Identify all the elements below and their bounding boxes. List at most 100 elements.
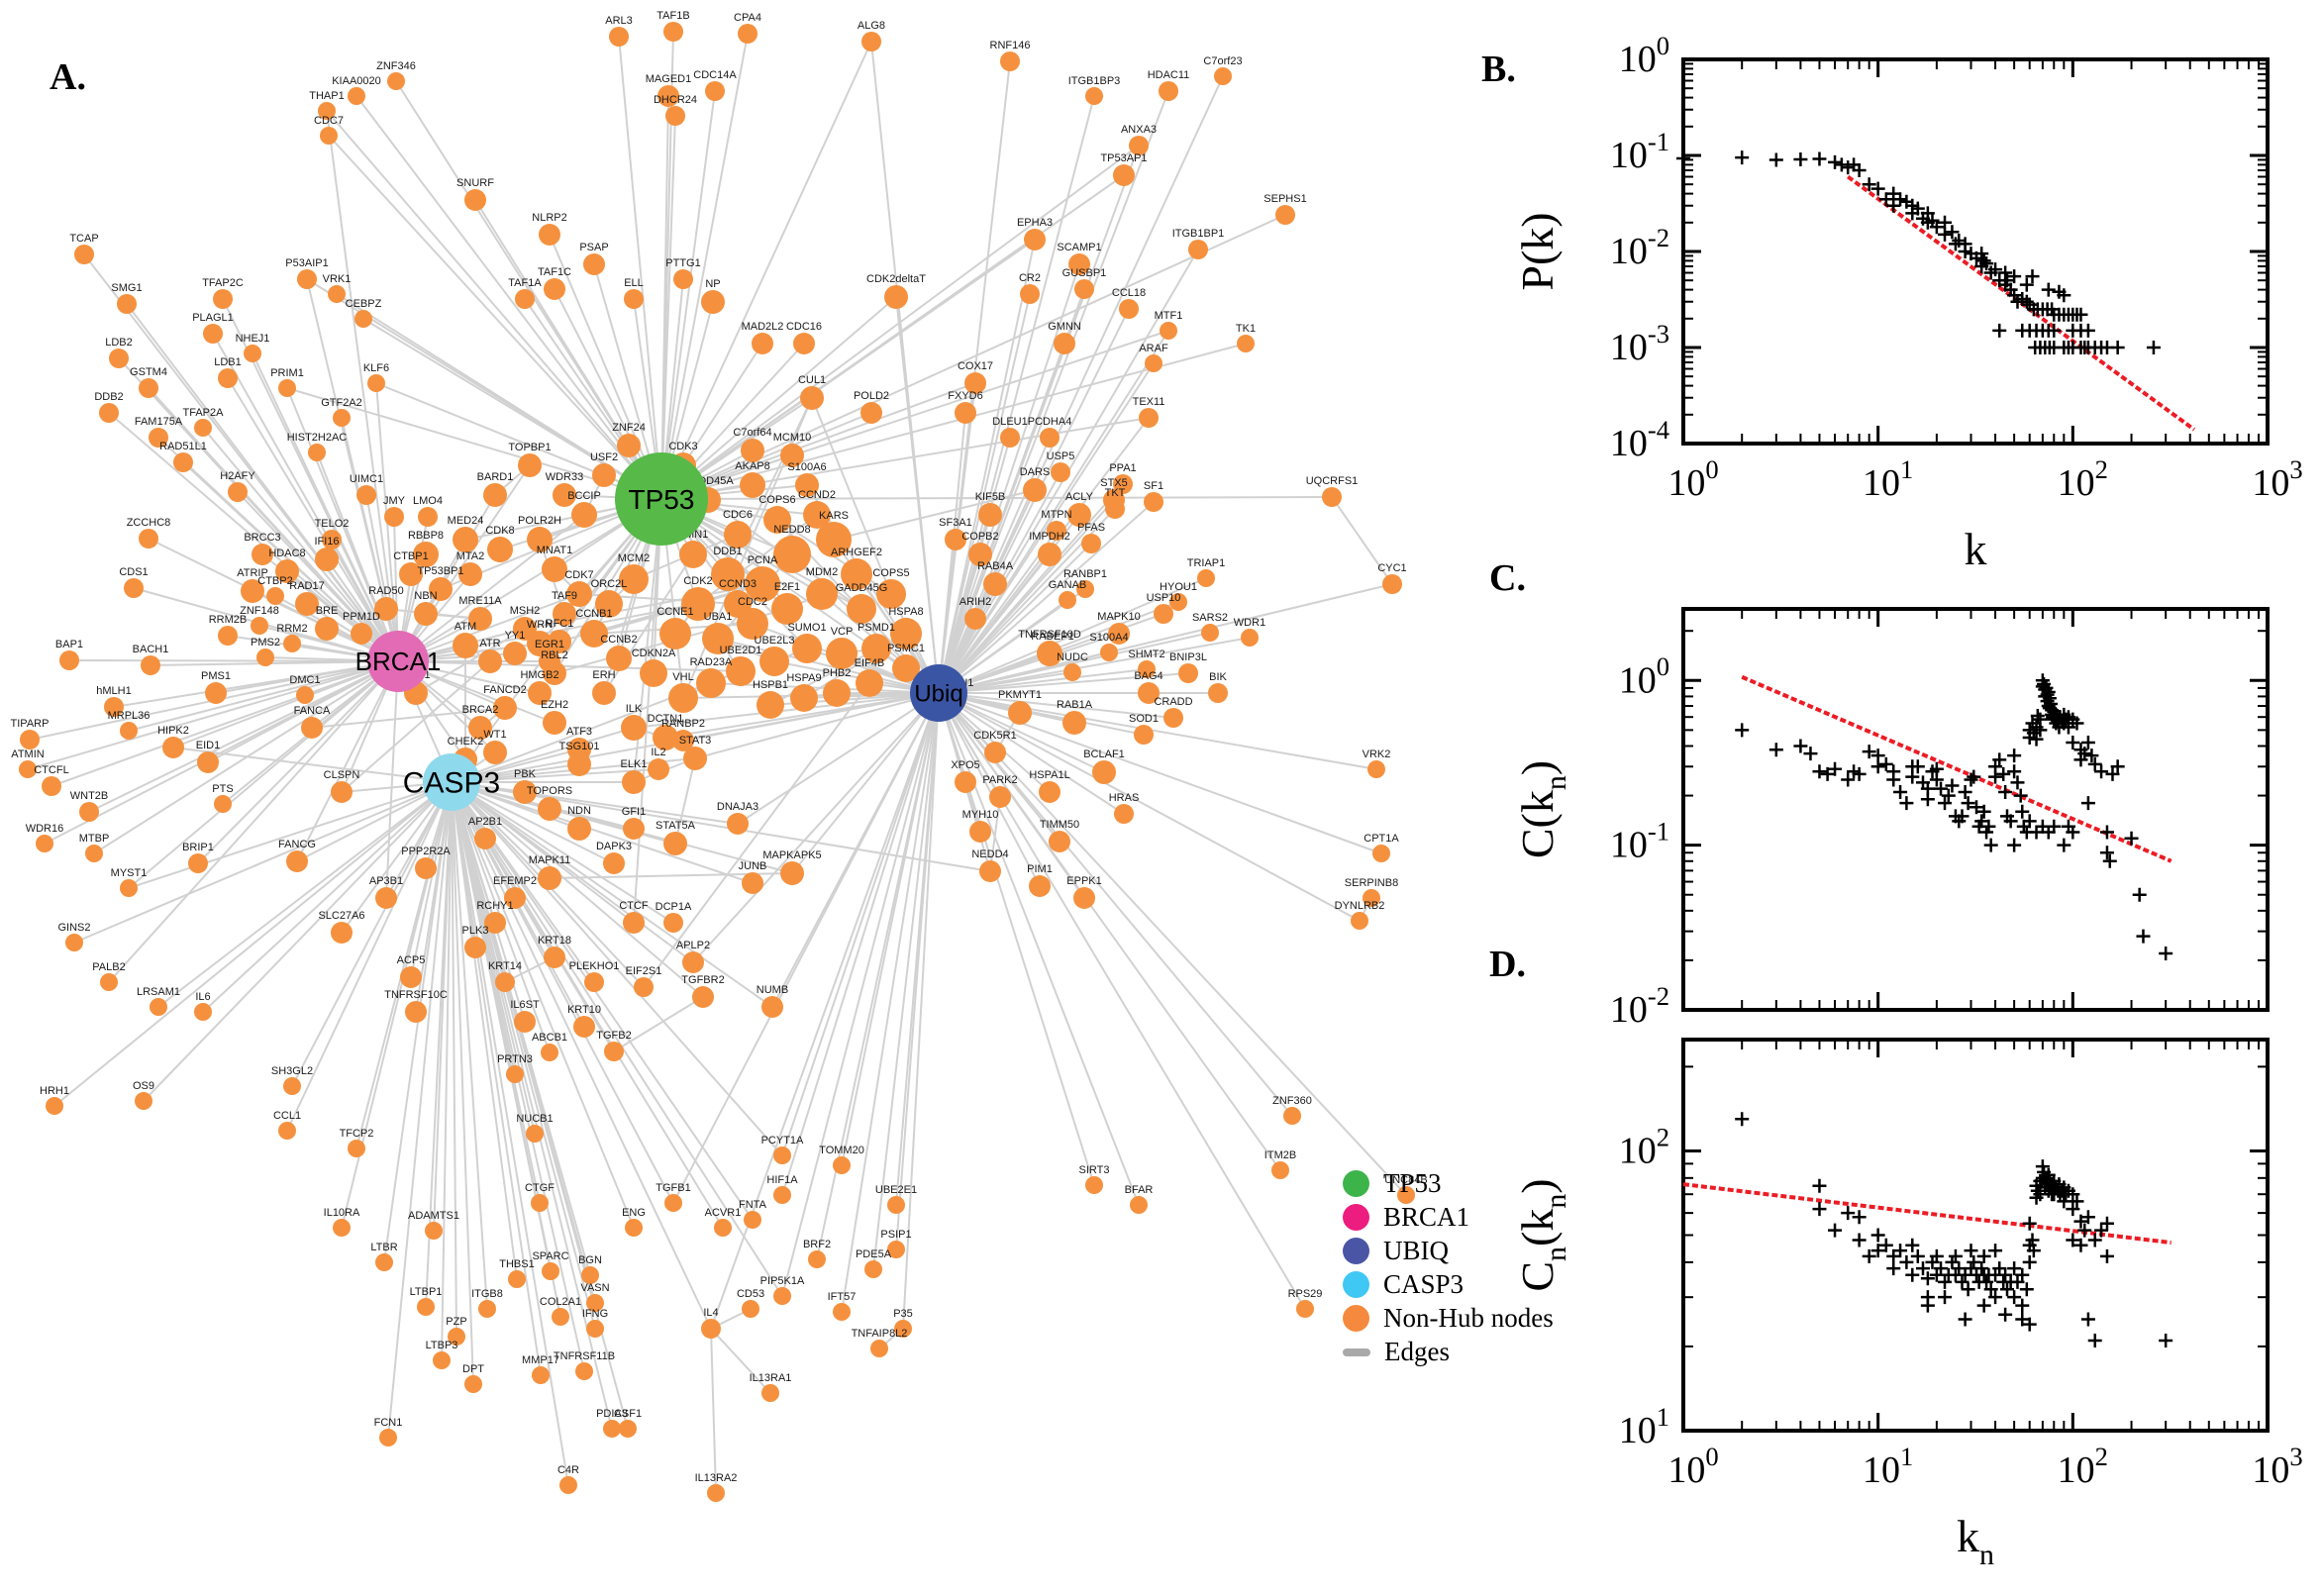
scatter-point <box>2019 294 2034 309</box>
network-node <box>586 1320 604 1338</box>
node-label: ZNF148 <box>240 605 279 617</box>
scatter-point <box>1735 150 1750 165</box>
network-node <box>752 333 773 354</box>
network-node <box>1283 1107 1301 1125</box>
tp53-marker-icon <box>1343 1169 1369 1197</box>
node-label: HSPB1 <box>753 679 788 691</box>
node-label: XPO5 <box>951 759 979 771</box>
network-node <box>415 857 437 879</box>
network-node <box>604 1042 624 1061</box>
network-edge <box>697 514 818 605</box>
network-node <box>648 758 669 780</box>
node-label: KRT14 <box>488 960 522 972</box>
network-edge <box>451 781 754 884</box>
network-node <box>453 633 478 658</box>
network-edge <box>737 692 940 825</box>
node-label: KIF5B <box>975 491 1006 503</box>
network-node <box>1372 845 1390 862</box>
node-label: SUMO1 <box>787 622 826 634</box>
network-edge <box>938 692 1174 719</box>
plot-B: 100 101 102 103 10-4 10-3 10-2 10-1 100 P(k) k <box>1512 31 2303 574</box>
network-edge <box>451 781 569 1486</box>
scatter-point <box>1893 1244 1908 1258</box>
node-label: KLF6 <box>363 362 389 374</box>
network-edge <box>660 496 1333 500</box>
scatter-point <box>2047 323 2062 338</box>
network-edge <box>451 781 674 1204</box>
node-label: BFAR <box>1125 1184 1154 1196</box>
panel-d-label: D. <box>1489 944 1526 985</box>
scatter-point <box>2066 1202 2080 1217</box>
node-label: EGR1 <box>535 639 564 650</box>
network-node <box>955 402 976 424</box>
network-edge <box>387 781 453 1439</box>
network-node <box>1039 781 1060 803</box>
node-label: OS9 <box>133 1080 154 1092</box>
node-label: WNT2B <box>70 790 109 802</box>
scatter-point <box>1929 220 1944 235</box>
node-label: PIM1 <box>1027 863 1053 875</box>
scatter-point <box>1998 265 2013 280</box>
node-label: SLC27A6 <box>318 910 364 922</box>
network-node <box>559 1476 577 1494</box>
network-edge <box>938 483 1124 694</box>
y-tick-label: 10-4 <box>1610 415 1669 464</box>
network-edge <box>397 593 580 662</box>
network-edge <box>451 781 613 1430</box>
node-label: RCHY1 <box>476 900 513 912</box>
network-edge <box>717 638 940 694</box>
network-node <box>727 813 749 835</box>
node-label: PALB2 <box>92 961 125 973</box>
network-edge <box>660 382 976 500</box>
node-label: SH3GL2 <box>271 1065 313 1077</box>
node-label: RPS29 <box>1288 1288 1323 1300</box>
network-edge <box>938 668 1148 694</box>
scatter-point <box>2057 288 2071 303</box>
node-label: ABCB1 <box>532 1032 567 1044</box>
scatter-point <box>2159 947 2173 961</box>
node-label: AKAP8 <box>735 460 769 472</box>
scatter-point <box>1735 1112 1750 1127</box>
network-node <box>315 548 339 571</box>
node-label: PMS1 <box>201 670 231 682</box>
node-label: MDM2 <box>806 566 838 578</box>
node-label: LTBR <box>370 1242 397 1253</box>
node-label: IL6ST <box>510 999 540 1011</box>
network-node <box>1275 205 1295 225</box>
network-node <box>780 861 804 885</box>
network-node <box>527 527 553 552</box>
scatter-point <box>1961 1282 1975 1297</box>
node-label: PRTN3 <box>497 1053 533 1065</box>
network-edge <box>870 41 940 694</box>
scatter-point <box>2159 1333 2173 1347</box>
network-node <box>621 715 647 741</box>
network-node <box>1160 322 1177 340</box>
network-node <box>508 1270 526 1288</box>
node-label: TEX11 <box>1133 396 1165 408</box>
network-node <box>552 1308 569 1326</box>
node-label: PIP5K1A <box>760 1275 805 1287</box>
node-label: TOPBP1 <box>508 442 551 453</box>
network-node <box>978 503 1002 527</box>
network-edge <box>811 397 892 595</box>
node-label: YY1 <box>505 630 526 642</box>
scatter-point <box>1862 745 1876 759</box>
y-tick-label: 101 <box>1619 1402 1669 1451</box>
network-node <box>139 529 158 549</box>
network-node <box>251 617 268 635</box>
network-edge <box>451 781 991 872</box>
node-label: HSPA8 <box>888 606 923 618</box>
node-label: CD53 <box>737 1288 764 1300</box>
node-label: ATMIN <box>11 748 44 760</box>
network-edge <box>938 692 1125 815</box>
network-node <box>1092 760 1116 784</box>
network-node <box>603 1420 621 1438</box>
network-edge <box>674 757 696 845</box>
scatter-point <box>2087 1233 2102 1247</box>
scatter-point <box>1988 769 2003 784</box>
network-edge <box>660 330 1169 500</box>
y-tick-label: 10-2 <box>1610 223 1669 272</box>
node-label: UBE2L3 <box>755 635 795 647</box>
scatter-point <box>1958 237 1972 251</box>
node-label: DLEU1 <box>992 416 1027 428</box>
